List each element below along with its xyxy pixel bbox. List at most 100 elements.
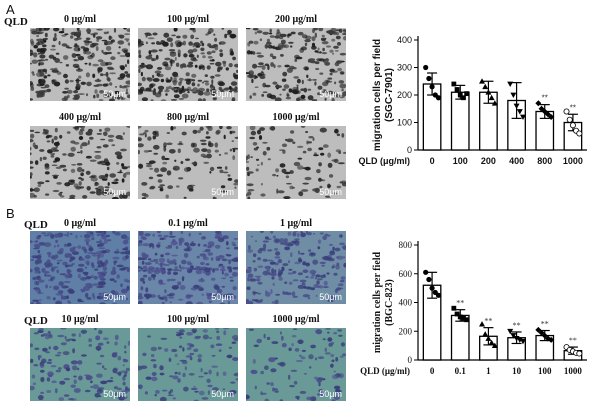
significance-label: ** [484, 317, 492, 326]
panel-a-qld-label: QLD [4, 16, 28, 28]
data-point [576, 130, 583, 137]
y-tick-label: 100 [397, 118, 412, 128]
significance-label: ** [569, 336, 577, 345]
micrograph-b: 50μm [138, 328, 238, 401]
a-conc-label: 100 μg/ml [166, 14, 210, 25]
data-point [461, 315, 466, 321]
significance-label: ** [456, 299, 464, 308]
micrograph-texture [246, 328, 346, 401]
y-tick-label: 0 [407, 145, 412, 155]
b-conc-label: 100 μg/ml [166, 314, 210, 325]
data-point [491, 100, 498, 106]
micrograph-b: 50μm [246, 231, 346, 304]
scale-bar-label: 50μm [319, 389, 342, 399]
y-tick-label: 800 [399, 240, 413, 250]
micrograph-texture [138, 328, 238, 401]
scale-bar-label: 50μm [211, 89, 234, 99]
data-point [454, 87, 460, 92]
y-tick-label: 400 [399, 298, 413, 308]
micrograph-a: 50μm [138, 126, 238, 199]
micrograph-a: 50μm [246, 126, 346, 199]
a-conc-label: 200 μg/ml [274, 14, 318, 25]
chart-a-svg: 0 100 200 300 400 migration cells per field (S… [359, 35, 587, 166]
data-point [488, 94, 495, 101]
micrograph-b: 50μm [246, 328, 346, 401]
data-point [576, 350, 583, 357]
b-conc-label: 10 μg/ml [61, 314, 99, 325]
data-point [548, 336, 555, 343]
x-tick-label: 0.1 [455, 366, 467, 376]
data-point [461, 95, 466, 101]
data-point [516, 337, 523, 343]
y-axis-label-2: (SGC-7901) [384, 68, 395, 122]
data-point [451, 305, 457, 311]
data-point [423, 269, 429, 275]
y-tick-label: 600 [399, 269, 413, 279]
chart-b: 0 200 400 600 800 migration cells per field (B… [360, 235, 595, 400]
y-tick-label: 200 [399, 326, 413, 336]
panel-b-qld-bottom: QLD [24, 315, 48, 327]
y-axis-label: migration cells per field [372, 39, 383, 151]
significance-label: ** [570, 103, 576, 112]
x-tick-label: 100 [538, 366, 552, 376]
data-point [457, 314, 463, 320]
a-conc-label: 800 μg/ml [166, 112, 210, 123]
scale-bar-label: 50μm [319, 187, 342, 197]
data-point [535, 326, 542, 333]
micrograph-b: 50μm [30, 328, 130, 401]
x-tick-label: 1000 [564, 366, 583, 376]
data-point [435, 292, 442, 298]
scale-bar-label: 50μm [103, 187, 126, 197]
data-point [548, 114, 555, 120]
micrograph-texture [30, 126, 130, 199]
y-axis-label: migration cells per field [372, 251, 383, 353]
scale-bar-label: 50μm [319, 292, 342, 302]
data-point [464, 317, 470, 323]
significance-label: ** [513, 321, 521, 330]
data-point [482, 331, 489, 337]
x-axis-label: QLD (μg/ml) [360, 366, 410, 376]
scale-bar-label: 50μm [103, 292, 126, 302]
x-tick-label: 0 [430, 156, 435, 166]
x-tick-label: 0 [430, 366, 435, 376]
micrograph-texture [246, 28, 346, 101]
data-point [423, 64, 429, 71]
data-point [479, 321, 486, 327]
x-tick-label: 200 [481, 156, 496, 166]
y-tick-label: 0 [408, 355, 413, 365]
data-point [566, 116, 573, 123]
data-point [544, 111, 551, 118]
y-tick-label: 200 [397, 90, 412, 100]
scale-bar-label: 50μm [211, 187, 234, 197]
scale-bar-label: 50μm [211, 389, 234, 399]
y-tick-label: 300 [397, 63, 412, 73]
data-point [538, 329, 545, 336]
x-tick-label: 800 [537, 156, 552, 166]
micrograph-texture [30, 328, 130, 401]
b-conc-label: 1 μg/ml [279, 218, 313, 229]
x-tick-label: 400 [509, 156, 524, 166]
micrograph-texture [138, 28, 238, 101]
x-tick-label: 1 [486, 366, 491, 376]
data-point [513, 103, 520, 109]
x-tick-label: 10 [512, 366, 522, 376]
data-point [488, 339, 495, 346]
b-conc-label: 0 μg/ml [63, 218, 97, 229]
micrograph-a: 50μm [30, 28, 130, 101]
a-conc-label: 0 μg/ml [63, 14, 97, 25]
micrograph-b: 50μm [30, 231, 130, 304]
data-point [479, 78, 486, 84]
data-point [519, 114, 526, 120]
data-point [535, 100, 542, 107]
data-point [429, 285, 435, 291]
x-tick-label: 100 [453, 156, 468, 166]
significance-label: ** [541, 320, 549, 329]
data-point [510, 92, 517, 98]
panel-b-label: B [6, 206, 15, 221]
scale-bar-label: 50μm [103, 89, 126, 99]
data-point [426, 75, 432, 82]
b-conc-label: 1000 μg/ml [272, 314, 320, 325]
data-point [510, 333, 517, 339]
bar [450, 91, 470, 151]
data-point [569, 122, 576, 129]
